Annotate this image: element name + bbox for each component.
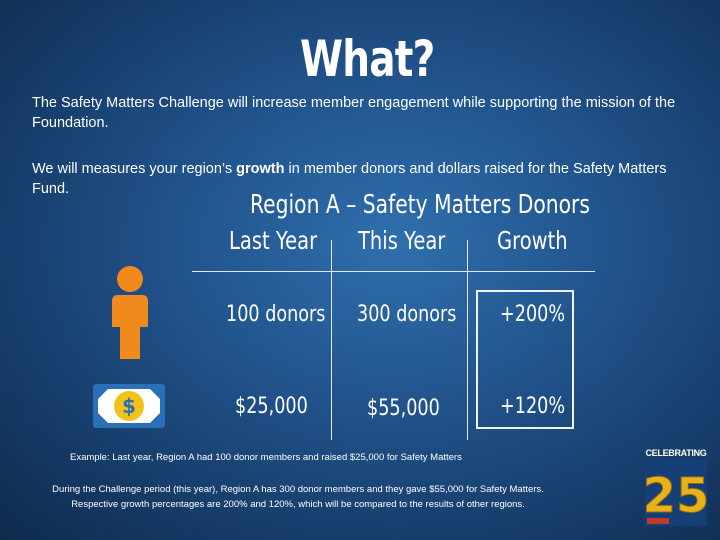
table-title: Region A – Safety Matters Donors <box>250 190 590 220</box>
measure-text-start: We will measures your region’s <box>32 161 237 177</box>
badge-label: CELEBRATING <box>645 448 707 458</box>
badge-number: 25 <box>643 468 709 524</box>
row2-this-year: $55,000 <box>367 396 440 421</box>
row1-this-year: 300 donors <box>357 302 457 327</box>
header-this-year: This Year <box>358 226 446 255</box>
growth-highlight-box <box>476 290 574 429</box>
table-column-divider-2 <box>467 240 468 440</box>
badge-graphic: 25 <box>642 460 710 526</box>
row1-growth: +200% <box>500 302 566 327</box>
svg-text:$: $ <box>122 394 136 418</box>
row1-last-year: 100 donors <box>226 302 326 327</box>
person-icon <box>112 266 148 359</box>
measure-text-bold: growth <box>236 161 285 177</box>
measure-paragraph: We will measures your region’s growth in… <box>32 159 692 199</box>
table-column-divider-1 <box>331 240 332 440</box>
slide-title: What? <box>300 30 435 88</box>
measure-text-end: in member donors and dollars raised for … <box>32 161 667 197</box>
money-icon: $ <box>93 384 165 428</box>
header-growth: Growth <box>497 226 568 255</box>
anniversary-badge: 25 CELEBRATING <box>642 448 710 528</box>
example-text: Example: Last year, Region A had 100 don… <box>70 452 462 463</box>
note-text: During the Challenge period (this year),… <box>52 484 544 510</box>
intro-paragraph: The Safety Matters Challenge will increa… <box>32 95 676 131</box>
row2-last-year: $25,000 <box>235 394 308 419</box>
header-last-year: Last Year <box>229 226 318 255</box>
row2-growth: +120% <box>500 394 566 419</box>
table-header-divider <box>192 271 595 272</box>
